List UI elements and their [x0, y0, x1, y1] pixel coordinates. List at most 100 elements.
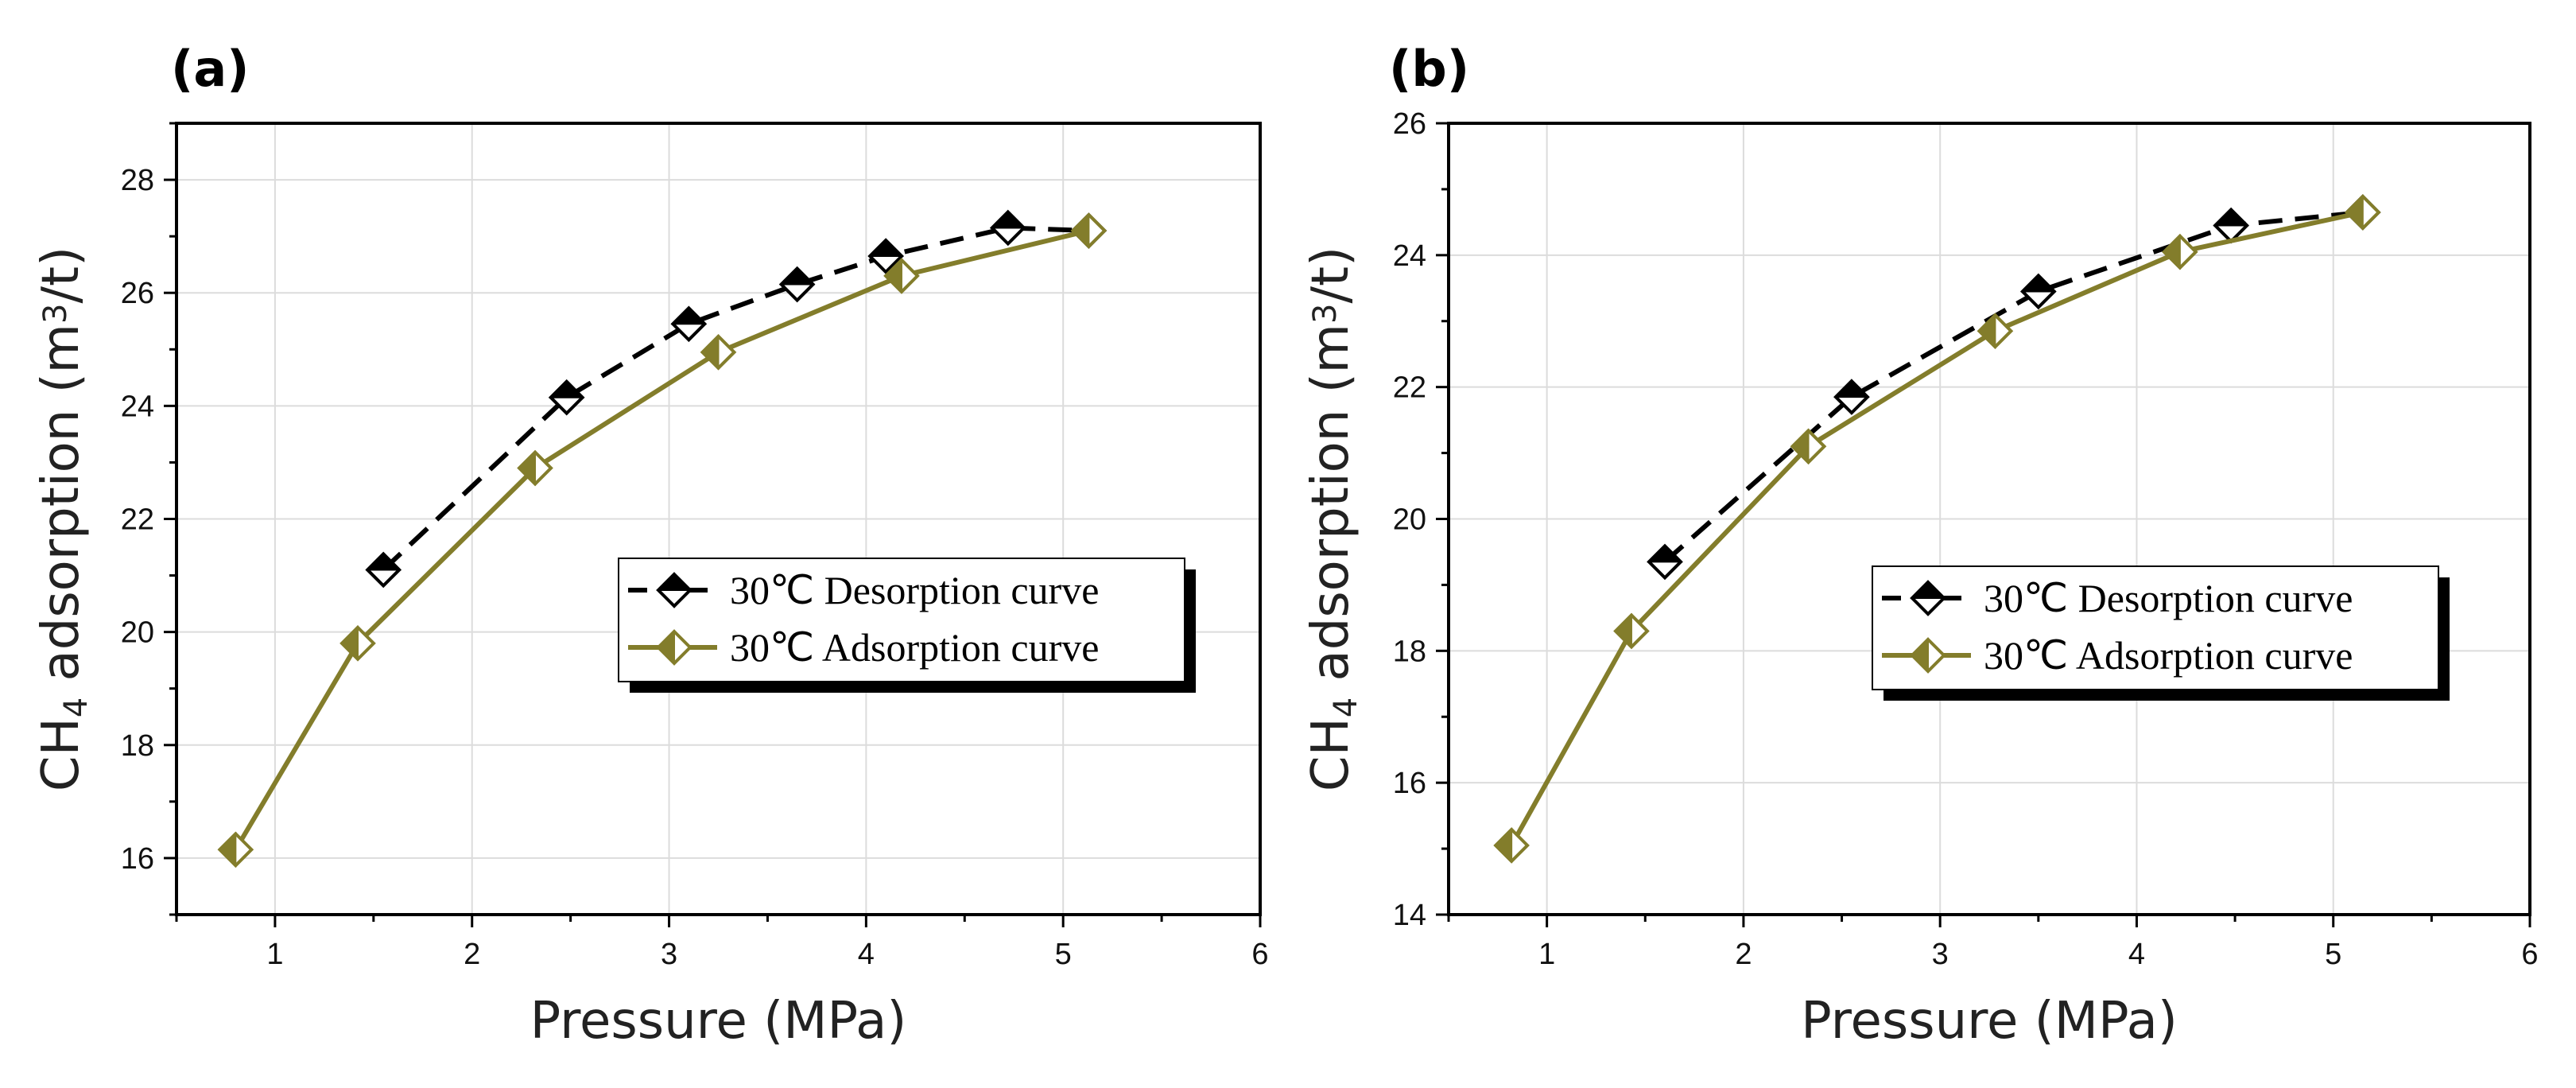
- legend-label: 30℃ Adsorption curve: [730, 625, 1099, 670]
- data-point: [1833, 379, 1870, 415]
- panel-label: (a): [171, 40, 250, 98]
- gridlines: [177, 123, 1261, 915]
- data-point-marker-fill: [779, 267, 816, 286]
- legend-item: 30℃ Adsorption curve: [628, 625, 1099, 670]
- gridlines: [1449, 122, 2531, 915]
- data-point: [2019, 273, 2057, 310]
- y-axis-title-mid: adsorption (m: [32, 324, 91, 697]
- data-point-marker-fill: [340, 625, 359, 662]
- panel-label: (b): [1389, 40, 1469, 98]
- y-axis-title-pre: CH: [32, 717, 91, 791]
- y-tick-label: 16: [1393, 767, 1426, 800]
- y-axis-title-post: /t): [32, 247, 91, 304]
- legend-marker-fill: [657, 629, 675, 666]
- x-tick-label: 5: [1055, 938, 1072, 971]
- data-point-marker-fill: [365, 553, 402, 571]
- data-point: [1613, 612, 1650, 650]
- x-tick-label: 1: [1538, 938, 1555, 971]
- y-axis-title: CH4 adsorption (m3/t): [1302, 247, 1364, 791]
- y-tick-label: 20: [1393, 503, 1426, 537]
- data-point-marker-fill: [1833, 379, 1870, 398]
- x-tick-label: 2: [1735, 938, 1752, 971]
- data-point: [989, 209, 1026, 247]
- x-axis-title: Pressure (MPa): [1801, 992, 2178, 1051]
- data-point: [2344, 194, 2381, 231]
- legend: 30℃ Desorption curve 30℃ Adsorption curve: [1872, 565, 2450, 701]
- y-tick-label: 18: [121, 729, 154, 763]
- data-point: [1493, 827, 1530, 864]
- data-point: [548, 379, 585, 416]
- data-point-marker-fill: [1978, 313, 1996, 349]
- data-point-marker-fill: [1071, 212, 1090, 249]
- y-tick-label: 24: [121, 390, 154, 423]
- ticks: 1 2 3 4 5 6 16 18 20 22 24 26 28: [121, 122, 1269, 971]
- y-tick-label: 16: [121, 842, 154, 876]
- data-point: [365, 551, 402, 589]
- data-point: [517, 449, 553, 487]
- data-point-marker-fill: [1791, 428, 1810, 464]
- x-tick-label: 5: [2325, 938, 2341, 971]
- x-tick-label: 6: [2521, 938, 2538, 971]
- data-point-marker-fill: [2213, 208, 2249, 227]
- data-point: [339, 625, 376, 662]
- y-tick-label: 22: [1393, 371, 1426, 405]
- y-axis-title-sup: 3: [37, 304, 74, 324]
- y-axis-title-sub: 4: [1328, 697, 1364, 717]
- data-point-marker-fill: [2020, 274, 2057, 293]
- y-axis-title-mid: adsorption (m: [1302, 324, 1360, 697]
- x-tick-label: 6: [1251, 938, 1268, 971]
- data-point-marker-fill: [2163, 234, 2181, 270]
- data-point-marker-fill: [2345, 194, 2364, 231]
- x-tick-label: 4: [2128, 938, 2145, 971]
- series-line: [1509, 210, 2364, 847]
- ticks: 1 2 3 4 5 6 14 16 18 20 22 24 26: [1393, 107, 2539, 971]
- legend-marker-fill: [1911, 637, 1929, 674]
- data-point-marker-fill: [549, 380, 585, 398]
- legend-item: 30℃ Desorption curve: [1882, 576, 2353, 620]
- y-tick-label: 26: [121, 277, 154, 310]
- y-tick-label: 18: [1393, 635, 1426, 668]
- series-line: [1663, 209, 2364, 564]
- data-point-marker-fill: [990, 211, 1026, 229]
- y-axis-title-post: /t): [1302, 247, 1360, 304]
- y-tick-label: 24: [1393, 239, 1426, 273]
- legend: 30℃ Desorption curve 30℃ Adsorption curve: [618, 558, 1196, 693]
- x-tick-label: 2: [464, 938, 480, 971]
- legend-item: 30℃ Adsorption curve: [1882, 633, 2353, 678]
- legend-marker-fill: [1910, 581, 1946, 599]
- data-point-marker-fill: [1494, 827, 1513, 864]
- legend-box: [618, 558, 1185, 682]
- data-point-marker-fill: [518, 450, 537, 486]
- y-tick-label: 14: [1393, 899, 1426, 932]
- y-tick-label: 26: [1393, 107, 1426, 141]
- data-point: [2162, 233, 2198, 270]
- data-point: [867, 238, 904, 274]
- data-point-marker-fill: [1647, 544, 1683, 563]
- series-desorption: [365, 209, 1108, 589]
- data-point-marker-fill: [670, 306, 707, 325]
- y-tick-label: 22: [121, 503, 154, 537]
- series-adsorption: [217, 212, 1108, 868]
- legend-item: 30℃ Desorption curve: [628, 568, 1099, 612]
- data-point-marker-fill: [1614, 613, 1632, 649]
- series-line: [233, 228, 1090, 851]
- y-axis-title: CH4 adsorption (m3/t): [32, 247, 95, 791]
- data-point-marker-fill: [701, 334, 720, 371]
- y-axis-title-sup: 3: [1307, 304, 1344, 324]
- data-point: [883, 258, 920, 294]
- y-tick-label: 20: [121, 616, 154, 650]
- data-point: [1647, 543, 1683, 581]
- panel-b: 1 2 3 4 5 6 14 16 18 20 22 24 26 (b) Pressure (MPa) CH4…: [1302, 40, 2539, 1051]
- legend-label: 30℃ Adsorption curve: [1984, 633, 2353, 678]
- y-tick-label: 28: [121, 164, 154, 197]
- legend-label: 30℃ Desorption curve: [730, 568, 1099, 612]
- data-point: [778, 266, 816, 303]
- x-tick-label: 3: [661, 938, 677, 971]
- data-point-marker-fill: [884, 258, 902, 294]
- data-point: [1790, 428, 1827, 465]
- legend-box: [1872, 565, 2439, 690]
- data-point: [700, 334, 737, 371]
- legend-label: 30℃ Desorption curve: [1984, 576, 2353, 620]
